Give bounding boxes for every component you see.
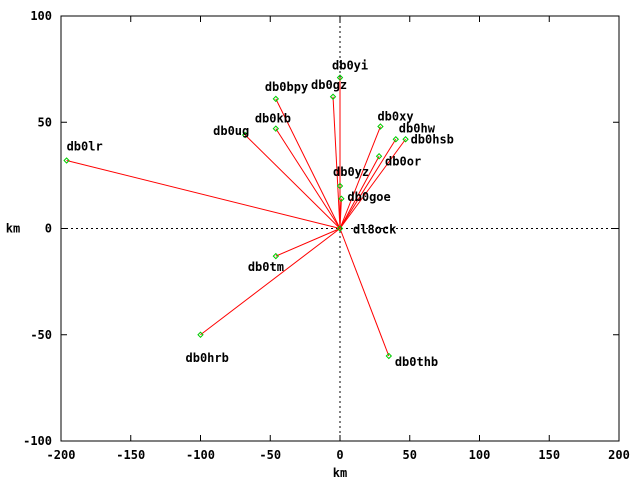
- station-point: [241, 131, 249, 139]
- station-point: [272, 252, 280, 260]
- x-axis-title: km: [333, 466, 347, 480]
- x-tick-label: 150: [538, 448, 560, 462]
- station-point: [336, 74, 344, 81]
- station-label: db0kb: [255, 112, 291, 126]
- connection-line: [339, 138, 397, 229]
- connection-line: [275, 128, 341, 229]
- center-point: [336, 225, 344, 232]
- connection-line: [339, 126, 381, 229]
- x-tick-label: -50: [259, 448, 281, 462]
- station-label: db0xy: [377, 110, 413, 124]
- station-label: db0goe: [347, 190, 390, 204]
- connection-line: [66, 160, 341, 229]
- y-tick-label: -100: [23, 434, 52, 448]
- x-tick-label: 100: [469, 448, 491, 462]
- station-point: [338, 195, 345, 202]
- station-label: db0or: [385, 154, 421, 168]
- station-point: [63, 157, 70, 164]
- station-label: db0hw: [399, 121, 436, 135]
- station-point: [402, 136, 409, 143]
- x-tick-label: -150: [116, 448, 145, 462]
- station-point: [272, 125, 280, 132]
- x-tick-label: -200: [47, 448, 76, 462]
- y-tick-label: -50: [30, 328, 52, 342]
- station-point: [272, 95, 280, 103]
- connection-line: [275, 228, 341, 257]
- station-points: [63, 74, 409, 360]
- tick-labels: -200 -150 -100 -50 0 50 100 150 200 -100 -50 0 50 100: [23, 9, 630, 462]
- station-label: db0tm: [248, 260, 284, 274]
- station-labels: db0yidb0gzdb0bpydb0kbdb0ugdb0lrdb0xydb0h…: [67, 59, 454, 369]
- station-point: [392, 136, 400, 143]
- connection-line: [200, 228, 341, 336]
- x-tick-label: 200: [608, 448, 630, 462]
- x-tick-label: -100: [186, 448, 215, 462]
- station-point: [197, 331, 204, 338]
- center-label: dl8ock: [353, 223, 397, 237]
- connection-line: [275, 98, 341, 229]
- station-point: [375, 153, 383, 160]
- station-label: db0ug: [213, 124, 249, 138]
- station-label: db0hrb: [186, 351, 229, 365]
- connection-lines: [66, 77, 406, 357]
- station-point: [336, 182, 344, 190]
- x-tick-label: 0: [336, 448, 343, 462]
- y-tick-label: 0: [45, 222, 52, 236]
- station-label: db0thb: [395, 355, 438, 369]
- y-tick-label: 100: [30, 9, 52, 23]
- y-axis-title: km: [6, 222, 20, 236]
- connection-line: [332, 96, 341, 229]
- station-point: [385, 352, 393, 360]
- station-label: db0yz: [333, 165, 369, 179]
- station-label: db0hsb: [411, 132, 454, 146]
- plot-frame: [60, 15, 620, 442]
- x-tick-label: 50: [403, 448, 417, 462]
- station-label: db0yi: [332, 59, 368, 73]
- connection-line: [339, 138, 406, 229]
- y-tick-label: 50: [38, 115, 52, 129]
- connection-line: [339, 156, 380, 229]
- station-label: db0bpy: [265, 80, 308, 94]
- station-point: [329, 93, 337, 100]
- station-label: db0gz: [311, 78, 347, 92]
- station-point: [377, 123, 384, 130]
- connection-line: [339, 198, 342, 229]
- connection-line: [244, 134, 341, 229]
- connection-line: [339, 228, 390, 357]
- station-label: db0lr: [67, 140, 103, 154]
